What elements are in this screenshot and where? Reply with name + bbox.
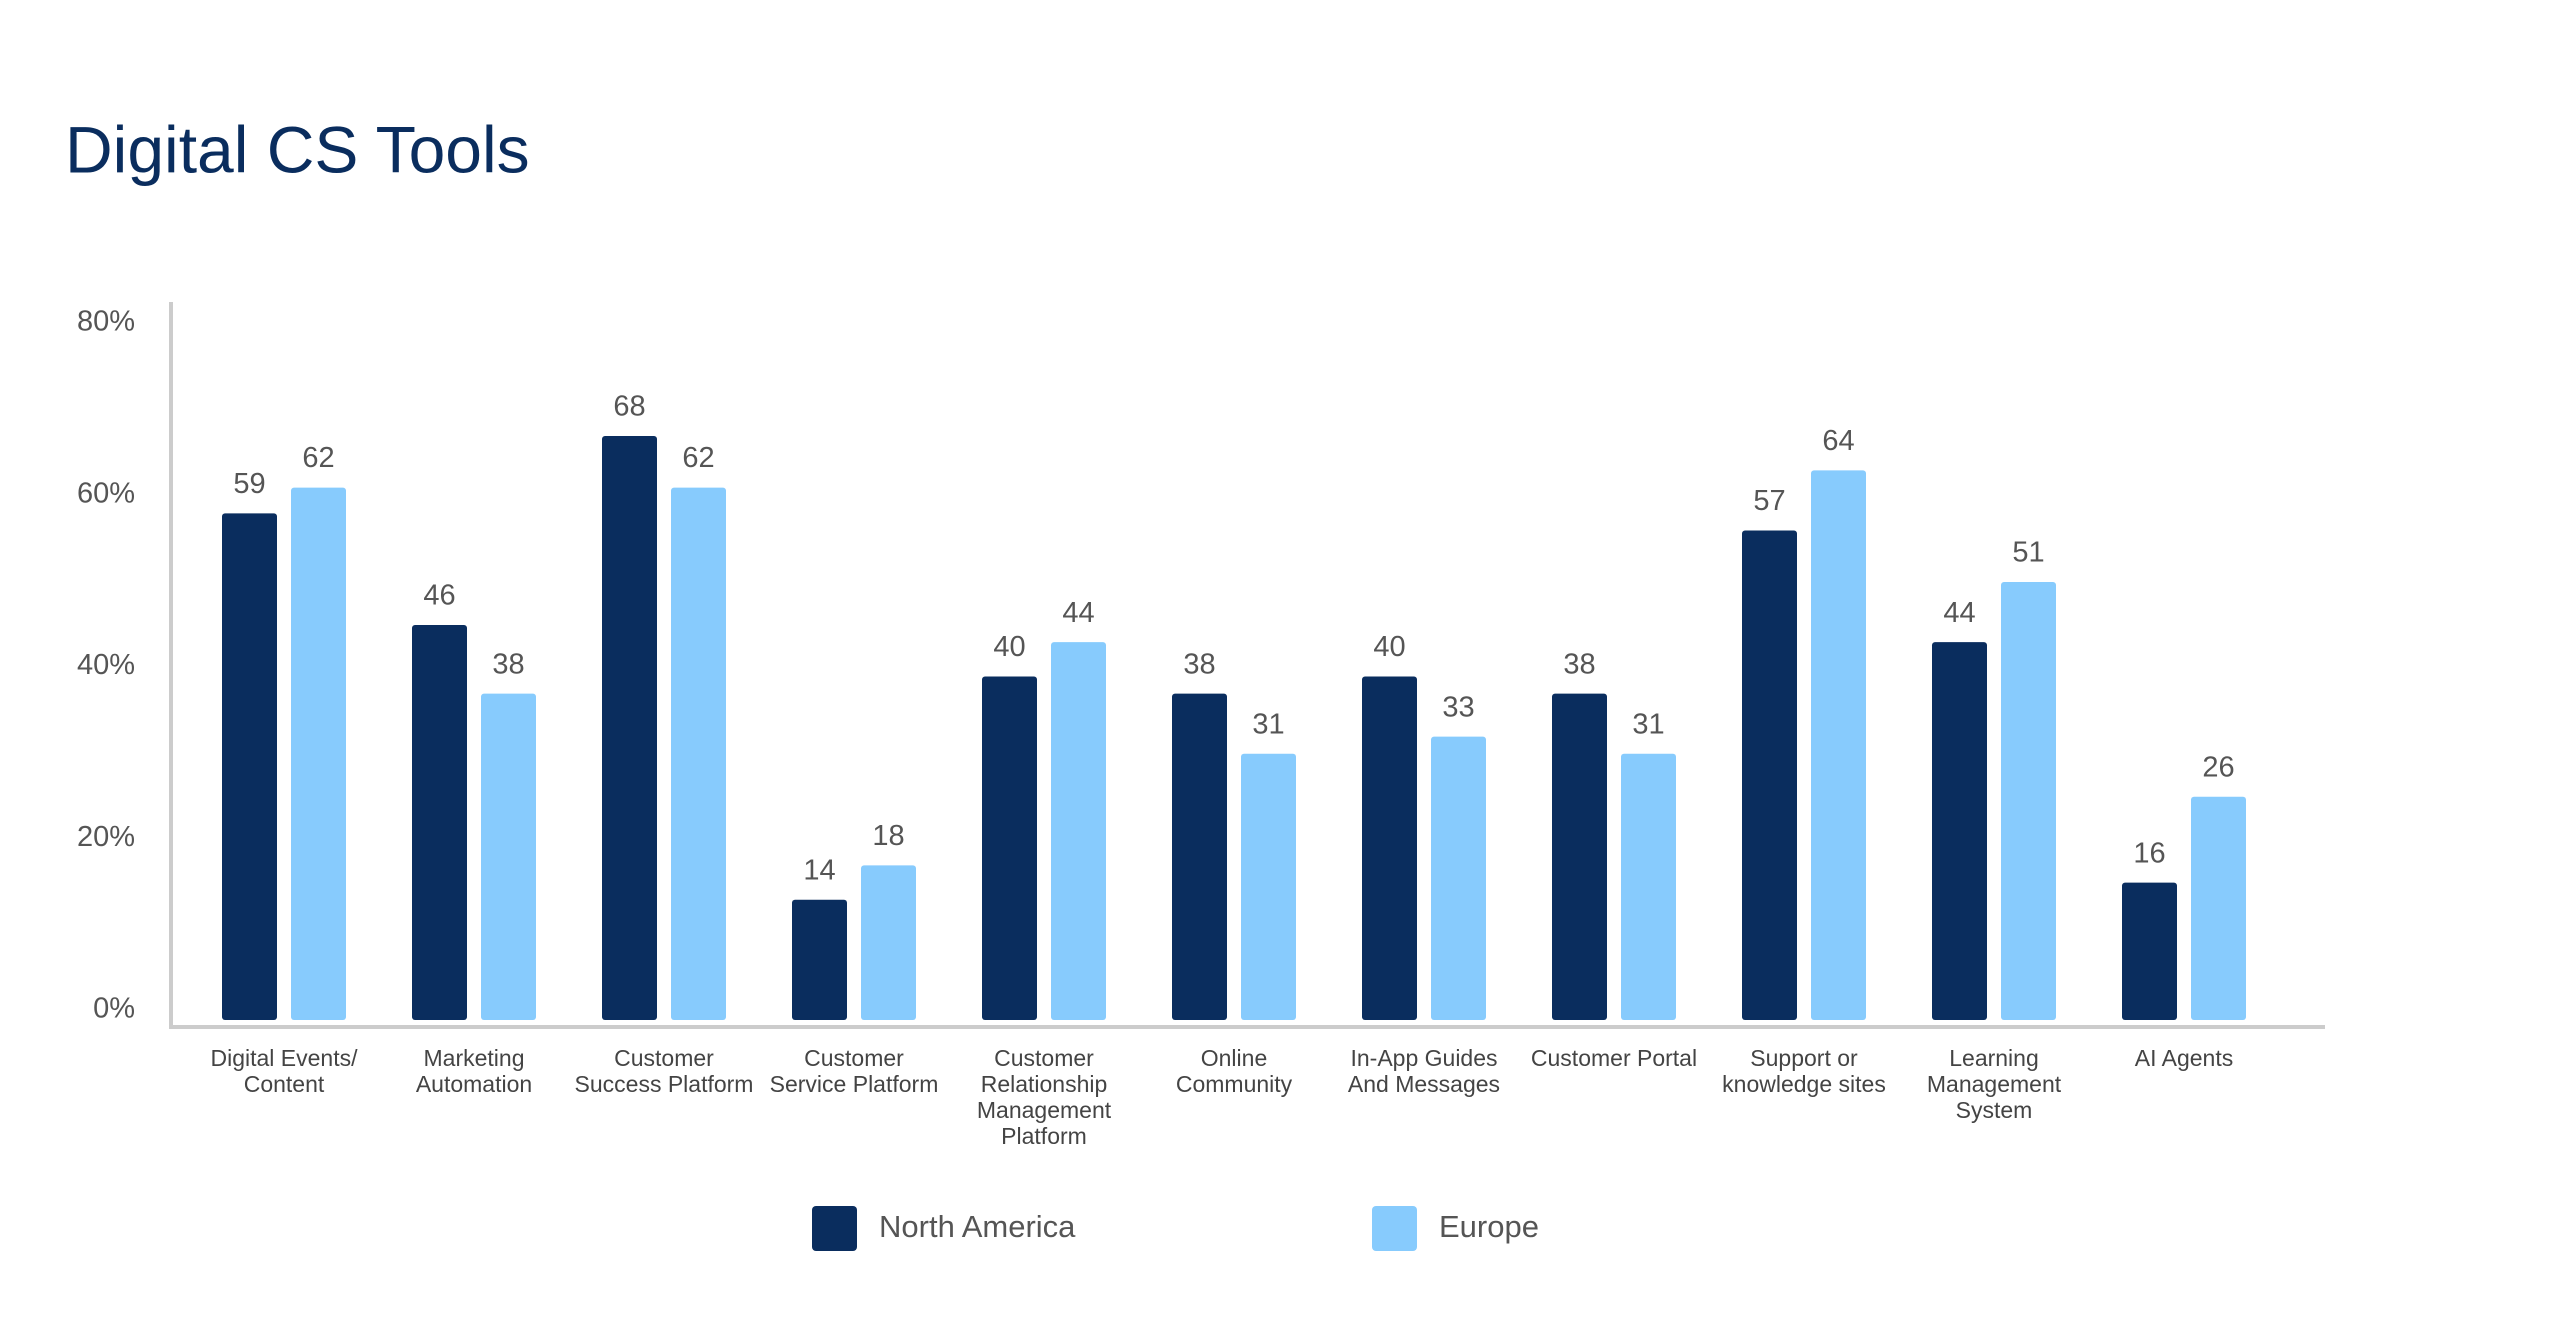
bar	[1742, 530, 1797, 1020]
value-label: 33	[1442, 691, 1474, 723]
value-label: 38	[1563, 648, 1595, 680]
value-label: 68	[613, 391, 645, 423]
bar	[1172, 693, 1227, 1020]
bar	[291, 487, 346, 1020]
y-tick-label: 40%	[77, 649, 135, 681]
value-label: 31	[1632, 708, 1664, 740]
value-label: 38	[492, 648, 524, 680]
x-tick-label: Digital Events/ Content	[210, 1045, 358, 1097]
value-label: 14	[803, 854, 835, 886]
y-tick-label: 20%	[77, 821, 135, 853]
bar	[1811, 470, 1866, 1020]
value-label: 62	[682, 442, 714, 474]
y-tick-label: 60%	[77, 477, 135, 509]
value-label: 51	[2012, 537, 2044, 569]
bar	[1362, 676, 1417, 1020]
bar	[1552, 693, 1607, 1020]
x-tick-label: Customer Success Platform	[574, 1045, 754, 1097]
bar	[1241, 753, 1296, 1020]
legend-swatch	[1372, 1206, 1417, 1251]
value-label: 26	[2202, 751, 2234, 783]
value-label: 18	[872, 820, 904, 852]
value-label: 44	[1062, 597, 1094, 629]
y-tick-label: 0%	[93, 993, 135, 1025]
x-tick-label: Support or knowledge sites	[1722, 1045, 1886, 1097]
legend-label: Europe	[1439, 1209, 1539, 1244]
value-label: 16	[2133, 837, 2165, 869]
bar	[1431, 736, 1486, 1020]
value-label: 46	[423, 580, 455, 612]
bar	[1932, 642, 1987, 1020]
legend-label: North America	[879, 1209, 1076, 1244]
value-label: 40	[993, 631, 1025, 663]
legend-swatch	[812, 1206, 857, 1251]
bar	[222, 513, 277, 1020]
value-label: 40	[1373, 631, 1405, 663]
bar	[481, 693, 536, 1020]
x-tick-label: Customer Relationship Management Platfor…	[976, 1045, 1112, 1149]
value-label: 59	[233, 468, 265, 500]
x-tick-label: Customer Portal	[1530, 1045, 1698, 1071]
bar	[671, 487, 726, 1020]
value-label: 38	[1183, 648, 1215, 680]
value-label: 44	[1943, 597, 1975, 629]
value-label: 64	[1822, 425, 1854, 457]
value-label: 57	[1753, 485, 1785, 517]
value-label: 31	[1252, 708, 1284, 740]
bar	[602, 436, 657, 1020]
bar	[2122, 882, 2177, 1020]
bar	[1621, 753, 1676, 1020]
x-tick-label: AI Agents	[2134, 1045, 2234, 1071]
bar	[2001, 582, 2056, 1020]
x-tick-label: Customer Service Platform	[769, 1045, 939, 1097]
x-tick-label: Online Community	[1175, 1045, 1293, 1097]
value-label: 62	[302, 442, 334, 474]
x-tick-label: Marketing Automation	[415, 1045, 533, 1097]
bar	[982, 676, 1037, 1020]
bar	[1051, 642, 1106, 1020]
x-tick-label: Learning Management System	[1926, 1045, 2062, 1123]
bar	[2191, 796, 2246, 1020]
bar	[792, 899, 847, 1020]
bar	[412, 624, 467, 1020]
chart-title: Digital CS Tools	[65, 112, 530, 186]
bar	[861, 865, 916, 1020]
y-tick-label: 80%	[77, 306, 135, 338]
x-tick-label: In-App Guides And Messages	[1347, 1045, 1501, 1097]
